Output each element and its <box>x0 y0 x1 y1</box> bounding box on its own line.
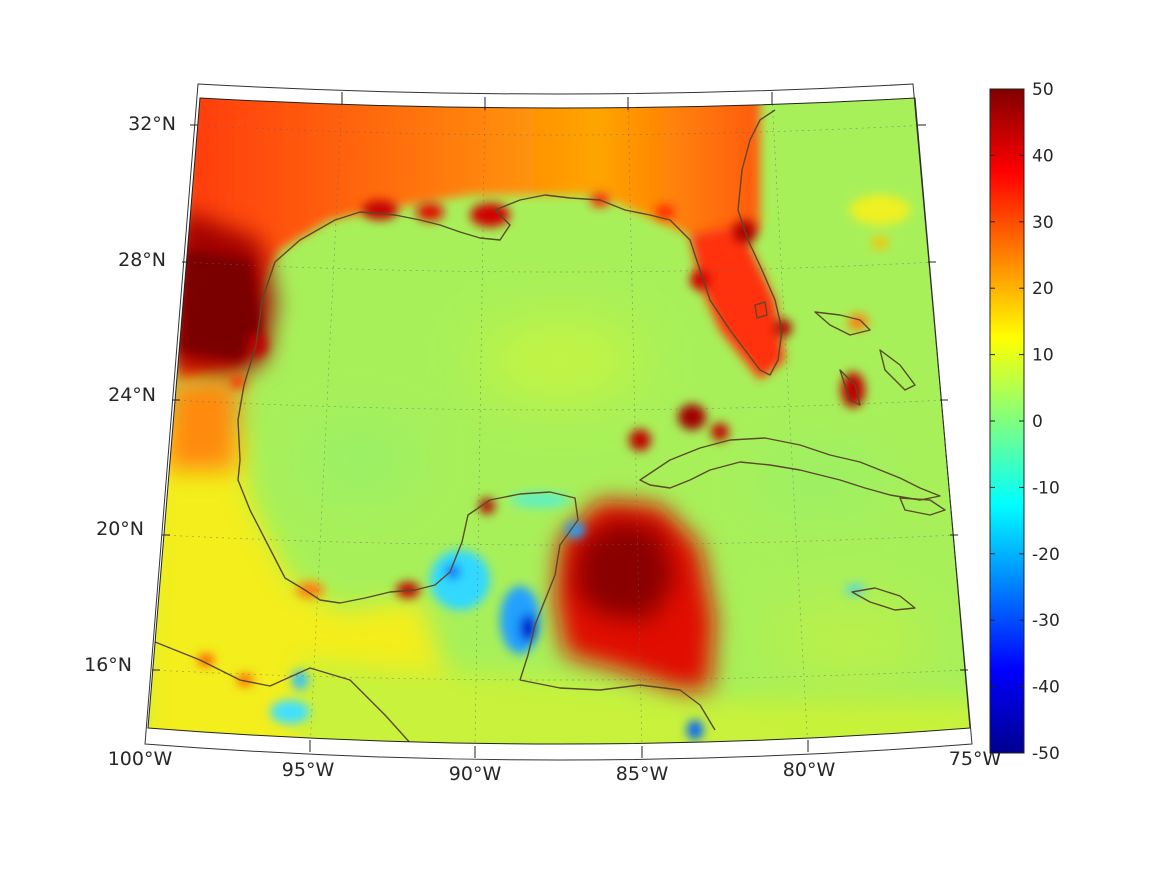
graticule <box>151 98 966 744</box>
lon-label-95w: 95°W <box>282 759 335 781</box>
coastal-hotspots <box>198 193 910 686</box>
lon-label-100w: 100°W <box>108 748 173 770</box>
colorbar-gradient <box>989 88 1025 754</box>
mexico-gulf-coast <box>237 459 579 681</box>
map-frame-outer <box>144 83 973 761</box>
coastlines <box>154 109 946 744</box>
central-america-land-field <box>300 660 970 744</box>
frame-ticks <box>152 92 968 758</box>
lon-label-80w: 80°W <box>783 759 836 781</box>
lat-label-32: 32°N <box>128 113 176 135</box>
hispaniola-coast <box>899 497 946 516</box>
colorbar-tick-label: -30 <box>1032 611 1060 631</box>
lon-label-90w: 90°W <box>449 763 502 785</box>
colorbar-tick-label: 10 <box>1032 346 1054 366</box>
bahamas-coast <box>814 311 916 406</box>
colorbar-tick-label: 20 <box>1032 279 1054 299</box>
gulf-variation <box>300 320 930 680</box>
colorbar-tick-label: -10 <box>1032 478 1060 498</box>
colorbar-tick-label: -40 <box>1032 678 1060 698</box>
colorbar-ticks: 50 40 30 20 10 0 -10 -20 -30 -40 -50 <box>990 80 1060 764</box>
central-america-coast <box>519 679 716 731</box>
pacific-coast <box>154 641 413 744</box>
west-band-field <box>165 380 240 470</box>
cool-spots <box>270 492 865 740</box>
lon-label-85w: 85°W <box>616 763 669 785</box>
lat-label-24: 24°N <box>108 384 156 406</box>
lake-okeechobee <box>754 301 768 319</box>
texas-core-field <box>180 250 262 360</box>
us-land-field <box>180 98 760 380</box>
cuba-coast <box>639 437 941 501</box>
lon-labels: 100°W 95°W 90°W 85°W 80°W 75°W <box>108 748 1002 785</box>
colorbar: 50 40 30 20 10 0 -10 -20 -30 -40 -50 <box>989 80 1060 764</box>
colorbar-tick-label: -20 <box>1032 545 1060 565</box>
lat-label-16: 16°N <box>84 654 132 676</box>
map-frame <box>147 97 971 745</box>
colorbar-tick-label: -50 <box>1032 744 1060 764</box>
colorbar-tick-label: 0 <box>1032 412 1043 432</box>
colorbar-tick-label: 40 <box>1032 146 1054 166</box>
colorbar-tick-label: 50 <box>1032 80 1054 100</box>
florida-field <box>690 225 785 380</box>
colorbar-tick-label: 30 <box>1032 213 1054 233</box>
heat-field <box>148 98 970 744</box>
lat-labels: 32°N 28°N 24°N 20°N 16°N <box>84 113 176 676</box>
lat-label-20: 20°N <box>96 518 144 540</box>
us-gulf-coast <box>237 109 783 461</box>
lon-label-75w: 75°W <box>949 748 1002 770</box>
lat-label-28: 28°N <box>118 249 166 271</box>
jamaica-coast <box>851 587 916 611</box>
